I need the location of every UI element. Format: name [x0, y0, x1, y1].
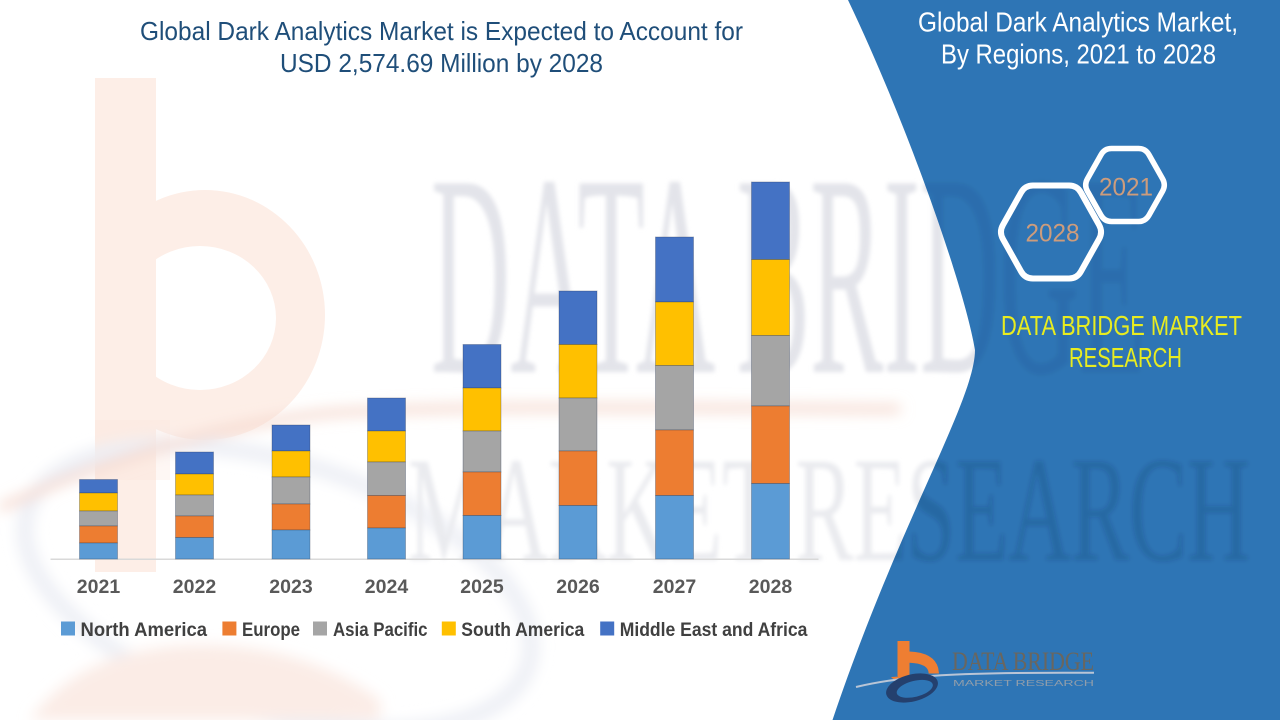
svg-text:2025: 2025 — [460, 576, 504, 598]
svg-text:Global Dark Analytics Market i: Global Dark Analytics Market is Expected… — [140, 16, 743, 46]
svg-text:MARKET RESEARCH: MARKET RESEARCH — [953, 679, 1094, 688]
svg-text:2028: 2028 — [749, 576, 793, 598]
svg-text:Europe: Europe — [242, 620, 300, 641]
svg-text:DATA BRIDGE: DATA BRIDGE — [952, 646, 1094, 676]
svg-text:USD 2,574.69 Million by 2028: USD 2,574.69 Million by 2028 — [280, 48, 603, 78]
svg-text:DATA BRIDGE MARKET: DATA BRIDGE MARKET — [1001, 310, 1242, 341]
svg-text:2027: 2027 — [653, 576, 696, 598]
svg-text:2028: 2028 — [1026, 219, 1080, 247]
svg-text:2021: 2021 — [77, 576, 121, 598]
svg-text:South America: South America — [461, 620, 584, 641]
svg-text:2026: 2026 — [556, 576, 600, 598]
svg-text:2021: 2021 — [1099, 173, 1153, 201]
svg-text:2024: 2024 — [365, 576, 409, 598]
svg-text:Middle East and Africa: Middle East and Africa — [620, 620, 808, 641]
svg-text:Asia Pacific: Asia Pacific — [333, 620, 428, 641]
svg-text:2023: 2023 — [269, 576, 313, 598]
svg-text:Global Dark Analytics Market,: Global Dark Analytics Market, — [918, 7, 1238, 38]
svg-text:North America: North America — [81, 620, 208, 641]
svg-text:2022: 2022 — [173, 576, 217, 598]
svg-text:By Regions, 2021 to 2028: By Regions, 2021 to 2028 — [941, 39, 1216, 70]
svg-text:RESEARCH: RESEARCH — [1069, 342, 1182, 373]
